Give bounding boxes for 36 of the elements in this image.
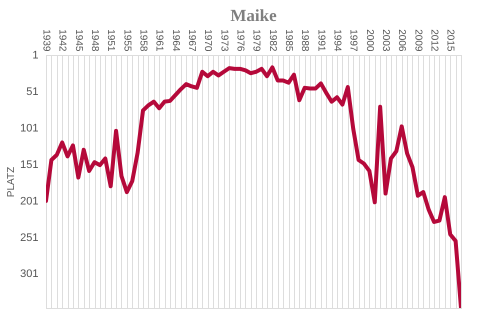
x-tick-label: 2009 — [412, 29, 424, 52]
x-tick-label: 1951 — [105, 29, 116, 52]
y-tick-label: 51 — [26, 86, 38, 98]
y-axis-title: PLATZ — [6, 166, 18, 198]
x-tick-label: 1967 — [186, 29, 198, 52]
y-tick-label: 201 — [20, 195, 38, 208]
x-tick-label: 1994 — [332, 29, 343, 52]
x-tick-label: 1982 — [266, 29, 278, 52]
x-tick-label: 1964 — [170, 29, 181, 52]
x-tick-label: 1955 — [121, 29, 132, 52]
x-tick-label: 2003 — [380, 29, 392, 52]
x-tick-label: 2012 — [428, 29, 440, 52]
x-tick-label: 1958 — [138, 29, 149, 52]
chart-title: Maike — [230, 6, 278, 25]
x-tick-label: 1939 — [40, 29, 52, 52]
x-tick-label: 1988 — [299, 29, 310, 52]
x-tick-label: 1970 — [202, 29, 214, 52]
x-tick-label: 1948 — [89, 29, 100, 52]
x-tick-label: 1991 — [315, 29, 326, 52]
x-tick-label: 1997 — [348, 29, 359, 52]
line-series — [46, 65, 461, 308]
x-tick-label: 1961 — [154, 29, 165, 52]
x-tick-label: 1985 — [283, 29, 294, 52]
y-tick-label: 1 — [32, 50, 38, 62]
x-tick-label: 1942 — [56, 29, 68, 52]
x-tick-label: 2006 — [396, 29, 408, 52]
y-tick-label: 301 — [20, 268, 38, 280]
x-tick-label: 1973 — [218, 29, 230, 52]
x-tick-label: 1979 — [250, 29, 262, 52]
y-tick-label: 101 — [20, 122, 38, 134]
x-tick-label: 1976 — [234, 29, 246, 52]
x-tick-label: 1945 — [72, 29, 84, 52]
x-tick-label: 2000 — [364, 29, 375, 52]
y-tick-label: 151 — [20, 158, 38, 171]
y-tick-label: 251 — [20, 232, 38, 244]
x-tick-label: 2015 — [444, 29, 456, 52]
